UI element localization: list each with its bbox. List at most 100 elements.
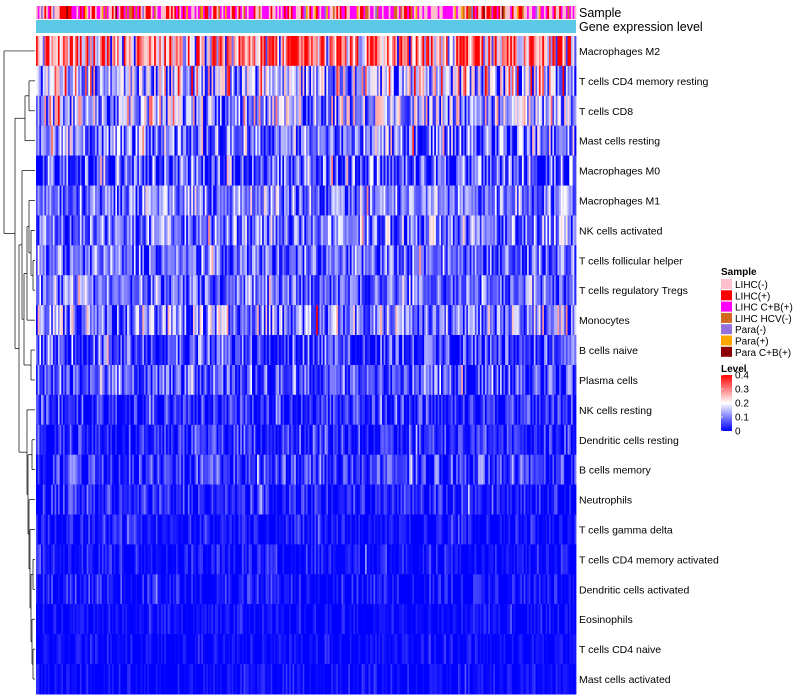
heatmap-cell (233, 185, 236, 216)
heatmap-cell (493, 424, 496, 456)
heatmap-cell (240, 424, 243, 456)
heatmap-cell (74, 365, 77, 396)
heatmap-cell (530, 65, 533, 97)
heatmap-cell (429, 185, 432, 216)
heatmap-cell (57, 454, 61, 486)
heatmap-cell (290, 185, 293, 216)
heatmap-cell (402, 65, 405, 97)
heatmap-cell (543, 36, 547, 67)
heatmap-cell (273, 275, 277, 306)
heatmap-cell (496, 245, 499, 276)
heatmap-cell (230, 95, 233, 127)
heatmap-cell (44, 454, 47, 486)
heatmap-cell (434, 215, 437, 246)
heatmap-cell (346, 335, 349, 366)
heatmap-cell (181, 65, 184, 97)
heatmap-cell (93, 394, 96, 426)
heatmap-cell (44, 424, 47, 456)
heatmap-cell (245, 275, 248, 306)
heatmap-cell (306, 65, 309, 97)
heatmap-cell (390, 215, 393, 246)
heatmap-cell (572, 275, 575, 306)
heatmap-cell (46, 424, 49, 456)
heatmap-cell (263, 424, 266, 456)
heatmap-cell (496, 424, 499, 456)
heatmap-cell (429, 215, 432, 246)
heatmap-cell (110, 36, 113, 67)
heatmap-cell (322, 275, 325, 306)
heatmap-cell (446, 335, 449, 366)
heatmap-cell (425, 65, 428, 97)
heatmap-cell (316, 275, 319, 306)
heatmap-cell (61, 215, 64, 246)
heatmap-cell (510, 394, 513, 426)
heatmap-cell (569, 185, 572, 216)
heatmap-cell (240, 95, 243, 127)
heatmap-cell (167, 454, 170, 486)
sample-annotation-cell (95, 6, 98, 19)
heatmap-cell (203, 305, 206, 336)
heatmap-cell (88, 454, 91, 486)
heatmap-cell (400, 424, 403, 456)
heatmap-cell (333, 185, 336, 216)
heatmap-cell (69, 36, 72, 67)
heatmap-cell (388, 394, 391, 426)
heatmap-cell (537, 245, 540, 276)
heatmap-cell (297, 424, 300, 456)
heatmap-cell (154, 365, 157, 396)
heatmap-cell (154, 95, 157, 127)
heatmap-cell (100, 125, 103, 157)
heatmap-cell (233, 215, 236, 246)
heatmap-cell (128, 394, 131, 426)
heatmap-cell (420, 245, 423, 276)
heatmap-cell (469, 65, 472, 97)
heatmap-cell (128, 215, 131, 246)
heatmap-cell (385, 365, 388, 396)
heatmap-cell (515, 305, 518, 336)
heatmap-cell (101, 335, 104, 366)
heatmap-cell (61, 155, 64, 186)
heatmap-cell (226, 65, 229, 97)
heatmap-cell (137, 95, 140, 127)
heatmap-cell (127, 275, 130, 306)
heatmap-cell (292, 245, 295, 276)
heatmap-cell (268, 95, 271, 127)
heatmap-cell (414, 65, 417, 97)
heatmap-cell (336, 245, 339, 276)
heatmap-cell (542, 65, 545, 97)
heatmap-cell (241, 245, 244, 276)
heatmap-cell (113, 65, 116, 97)
heatmap-cell (547, 125, 550, 157)
heatmap-cell (464, 185, 467, 216)
heatmap-cell (479, 95, 482, 127)
heatmap-cell (49, 245, 52, 276)
heatmap-cell (522, 305, 525, 336)
heatmap-cell (211, 275, 214, 306)
heatmap-cell (405, 305, 408, 336)
heatmap-cell (366, 155, 369, 186)
heatmap-cell (176, 155, 179, 186)
sample-annotation-cell (74, 6, 77, 19)
heatmap-cell (56, 185, 59, 216)
heatmap-cell (211, 185, 214, 216)
heatmap-cell (329, 155, 332, 186)
heatmap-cell (171, 335, 174, 366)
heatmap-cell (400, 394, 403, 426)
sample-annotation-cell (258, 6, 261, 19)
heatmap-cell (562, 335, 565, 366)
heatmap-cell (208, 215, 211, 246)
heatmap-cell (510, 215, 513, 246)
heatmap-cell (425, 125, 428, 157)
heatmap-cell (462, 95, 466, 127)
heatmap-cell (393, 95, 396, 127)
heatmap-cell (378, 245, 381, 276)
sample-annotation-cell (83, 6, 86, 19)
heatmap-cell (253, 125, 256, 157)
heatmap-cell (186, 125, 189, 157)
heatmap-cell (537, 305, 540, 336)
heatmap-cell (474, 155, 477, 186)
heatmap-cell (219, 65, 223, 97)
heatmap-cell (422, 185, 425, 216)
heatmap-cell (100, 365, 103, 396)
heatmap-cell (314, 394, 317, 426)
